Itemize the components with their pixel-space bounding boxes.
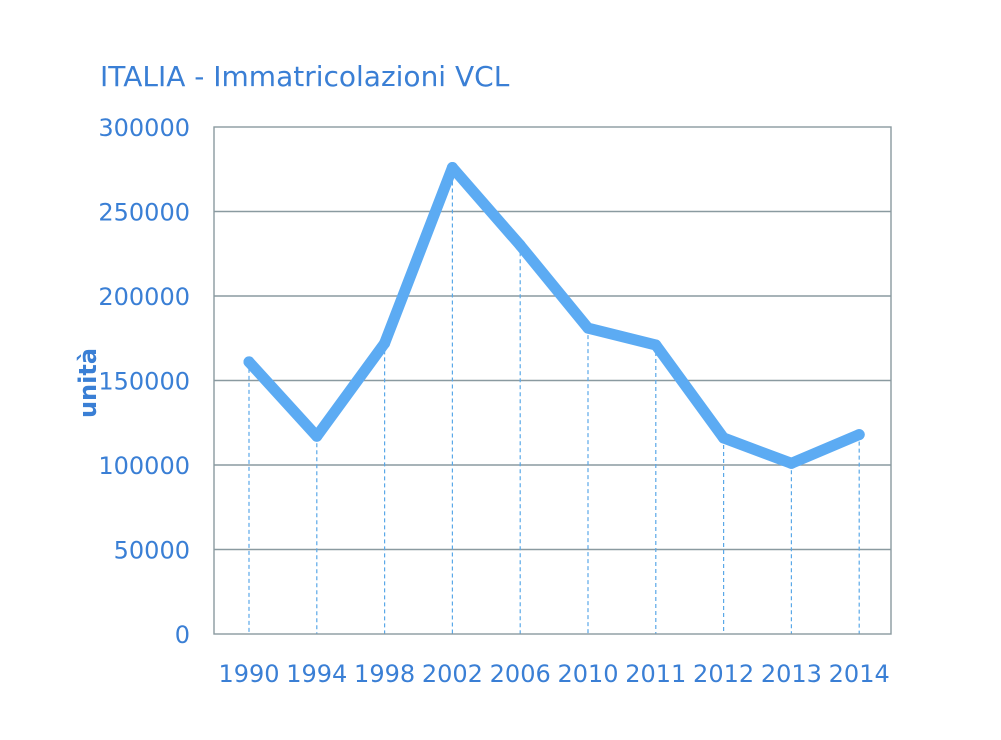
data-point	[853, 429, 865, 441]
data-point	[718, 432, 730, 444]
chart-title: ITALIA - Immatricolazioni VCL	[100, 60, 510, 93]
x-axis-ticks: 1990 1994 1998 2002 2006 2010 2011 2012 2013 2014	[218, 660, 889, 688]
series-layer	[243, 162, 865, 469]
y-tick-label: 200000	[98, 283, 190, 311]
y-tick-label: 150000	[98, 368, 190, 396]
x-tick-label: 2014	[829, 660, 890, 688]
data-point	[446, 162, 458, 174]
data-point	[650, 339, 662, 351]
series-line	[243, 162, 865, 469]
y-tick-label: 0	[175, 621, 190, 649]
x-tick-label: 2010	[557, 660, 618, 688]
y-tick-label: 250000	[98, 199, 190, 227]
x-tick-label: 2011	[625, 660, 686, 688]
x-tick-label: 2006	[490, 660, 551, 688]
x-tick-label: 1994	[286, 660, 347, 688]
drop-lines	[248, 167, 860, 634]
data-point	[243, 356, 255, 368]
y-tick-label: 100000	[98, 452, 190, 480]
x-tick-label: 2012	[693, 660, 754, 688]
y-tick-label: 50000	[114, 537, 190, 565]
plot-area	[213, 126, 892, 635]
x-tick-label: 1990	[218, 660, 279, 688]
data-point	[514, 239, 526, 251]
x-tick-label: 2013	[761, 660, 822, 688]
data-point	[311, 430, 323, 442]
gridlines	[214, 210, 891, 551]
y-axis-ticks: 0 50000 100000 150000 200000 250000 300000	[98, 114, 190, 649]
data-point	[582, 322, 594, 334]
x-tick-label: 2002	[422, 660, 483, 688]
x-tick-label: 1998	[354, 660, 415, 688]
y-tick-label: 300000	[98, 114, 190, 142]
y-axis-label: unità	[74, 348, 102, 418]
data-point	[785, 457, 797, 469]
data-point	[379, 337, 391, 349]
